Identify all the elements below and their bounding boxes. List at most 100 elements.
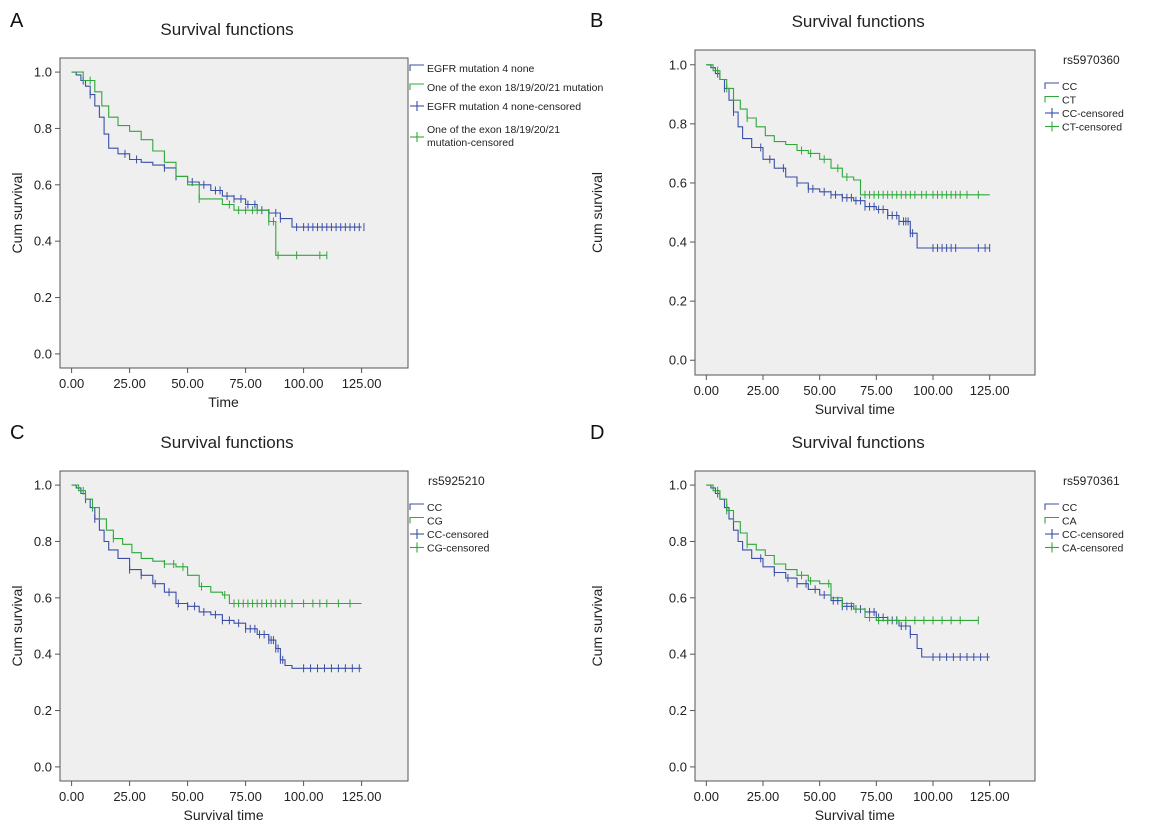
x-axis-label: Time bbox=[208, 394, 239, 410]
x-tick-label: 0.00 bbox=[59, 789, 84, 804]
legend-label: One of the exon 18/19/20/21 mutation-cens… bbox=[427, 124, 560, 149]
x-tick-label: 125.00 bbox=[970, 383, 1010, 398]
x-tick-label: 100.00 bbox=[913, 789, 953, 804]
legend-label: CC-censored bbox=[427, 529, 489, 541]
panel-letter: C bbox=[10, 422, 24, 444]
y-tick-label: 0.8 bbox=[669, 116, 687, 131]
y-tick-label: 0.0 bbox=[34, 759, 52, 774]
plot-area bbox=[694, 470, 1036, 782]
y-tick-label: 0.8 bbox=[34, 534, 52, 549]
plot-area bbox=[59, 470, 409, 782]
legend-line-swatch bbox=[409, 83, 424, 90]
panel-a: A Survival functions 0.0 0.2 0.4 0.6 0.8 1.0 0.0… bbox=[0, 0, 603, 412]
y-tick-label: 1.0 bbox=[34, 478, 52, 493]
legend-title: rs5925210 bbox=[428, 474, 485, 488]
chart-svg: A Survival functions 0.0 0.2 0.4 0.6 0.8 1.0 0.0… bbox=[9, 10, 603, 410]
x-axis-label: Survival time bbox=[815, 807, 895, 823]
x-tick-label: 75.00 bbox=[860, 383, 893, 398]
chart-svg: B Survival functions 0.0 0.2 0.4 0.6 0.8 1.0 0.0… bbox=[589, 10, 1124, 417]
x-tick-label: 50.00 bbox=[803, 789, 836, 804]
plot-area bbox=[694, 49, 1036, 376]
panel-b: B Survival functions 0.0 0.2 0.4 0.6 0.8 1.0 0.0… bbox=[580, 0, 1160, 417]
y-tick-label: 0.6 bbox=[669, 590, 687, 605]
legend-line-swatch bbox=[409, 64, 424, 71]
legend-title: rs5970361 bbox=[1063, 474, 1120, 488]
y-tick-label: 0.8 bbox=[34, 121, 52, 136]
y-axis-label: Cum survival bbox=[9, 586, 25, 667]
legend-label: CG bbox=[427, 516, 443, 528]
legend-label: One of the exon 18/19/20/21 mutation bbox=[427, 82, 603, 94]
legend-label: CT bbox=[1062, 95, 1077, 107]
legend-line-swatch bbox=[409, 503, 424, 510]
y-tick-label: 0.6 bbox=[34, 590, 52, 605]
legend-label: CC-censored bbox=[1062, 108, 1124, 120]
x-tick-label: 125.00 bbox=[970, 789, 1010, 804]
legend-label: CA bbox=[1062, 516, 1077, 528]
legend-label: CC bbox=[1062, 81, 1078, 93]
y-tick-label: 0.0 bbox=[669, 759, 687, 774]
chart-title: Survival functions bbox=[792, 433, 925, 452]
panel-letter: A bbox=[10, 10, 24, 32]
panel-letter: D bbox=[590, 422, 604, 444]
x-tick-label: 75.00 bbox=[229, 376, 262, 391]
chart-title: Survival functions bbox=[792, 12, 925, 31]
y-tick-label: 0.4 bbox=[34, 647, 52, 662]
legend-line-swatch bbox=[1044, 516, 1059, 524]
x-tick-label: 25.00 bbox=[747, 789, 780, 804]
x-tick-label: 75.00 bbox=[229, 789, 262, 804]
legend-label: CC bbox=[427, 502, 443, 514]
y-tick-label: 1.0 bbox=[34, 65, 52, 80]
y-tick-label: 0.4 bbox=[669, 235, 687, 250]
x-tick-label: 0.00 bbox=[59, 376, 84, 391]
y-tick-label: 0.8 bbox=[669, 534, 687, 549]
legend-label: EGFR mutation 4 none bbox=[427, 63, 535, 75]
x-axis-label: Survival time bbox=[183, 807, 263, 823]
y-tick-label: 1.0 bbox=[669, 57, 687, 72]
y-tick-label: 0.6 bbox=[669, 175, 687, 190]
legend-line-swatch bbox=[1044, 503, 1059, 510]
y-tick-label: 0.6 bbox=[34, 177, 52, 192]
y-tick-label: 0.0 bbox=[34, 346, 52, 361]
legend-line-swatch bbox=[1044, 82, 1059, 89]
legend-label: CG-censored bbox=[427, 543, 490, 555]
x-tick-label: 100.00 bbox=[913, 383, 953, 398]
y-tick-label: 0.2 bbox=[669, 294, 687, 309]
y-axis-label: Cum survival bbox=[589, 172, 605, 253]
chart-title: Survival functions bbox=[160, 433, 293, 452]
chart-svg: D Survival functions 0.0 0.2 0.4 0.6 0.8 1.0 0.0… bbox=[589, 422, 1124, 823]
x-tick-label: 100.00 bbox=[284, 376, 324, 391]
x-tick-label: 25.00 bbox=[113, 376, 146, 391]
y-tick-label: 0.2 bbox=[669, 703, 687, 718]
x-tick-label: 25.00 bbox=[747, 383, 780, 398]
x-tick-label: 25.00 bbox=[113, 789, 146, 804]
legend-label: CA-censored bbox=[1062, 543, 1123, 555]
legend-label: EGFR mutation 4 none-censored bbox=[427, 101, 581, 113]
y-tick-label: 0.2 bbox=[34, 290, 52, 305]
panel-letter: B bbox=[590, 10, 603, 32]
x-tick-label: 0.00 bbox=[694, 789, 719, 804]
series-line-green bbox=[71, 71, 327, 256]
legend-line-swatch bbox=[1044, 95, 1059, 103]
x-tick-label: 0.00 bbox=[694, 383, 719, 398]
x-tick-label: 125.00 bbox=[342, 376, 382, 391]
x-tick-label: 50.00 bbox=[171, 376, 204, 391]
y-axis-label: Cum survival bbox=[9, 173, 25, 254]
legend-label: CT-censored bbox=[1062, 122, 1122, 134]
y-tick-label: 1.0 bbox=[669, 478, 687, 493]
x-tick-label: 75.00 bbox=[860, 789, 893, 804]
legend-label: CC-censored bbox=[1062, 529, 1124, 541]
legend-label: CC bbox=[1062, 502, 1078, 514]
series-line-green bbox=[706, 484, 979, 621]
plot-area bbox=[59, 57, 409, 369]
x-axis-label: Survival time bbox=[815, 401, 895, 417]
chart-svg: C Survival functions 0.0 0.2 0.4 0.6 0.8 1.0 0.0… bbox=[9, 422, 490, 823]
legend-line-swatch bbox=[409, 516, 424, 524]
legend-title: rs5970360 bbox=[1063, 53, 1120, 67]
panel-d: D Survival functions 0.0 0.2 0.4 0.6 0.8 1.0 0.0… bbox=[580, 412, 1160, 824]
x-tick-label: 50.00 bbox=[803, 383, 836, 398]
y-axis-label: Cum survival bbox=[589, 586, 605, 667]
x-tick-label: 125.00 bbox=[342, 789, 382, 804]
panel-c: C Survival functions 0.0 0.2 0.4 0.6 0.8 1.0 0.0… bbox=[0, 412, 580, 824]
y-tick-label: 0.4 bbox=[669, 647, 687, 662]
